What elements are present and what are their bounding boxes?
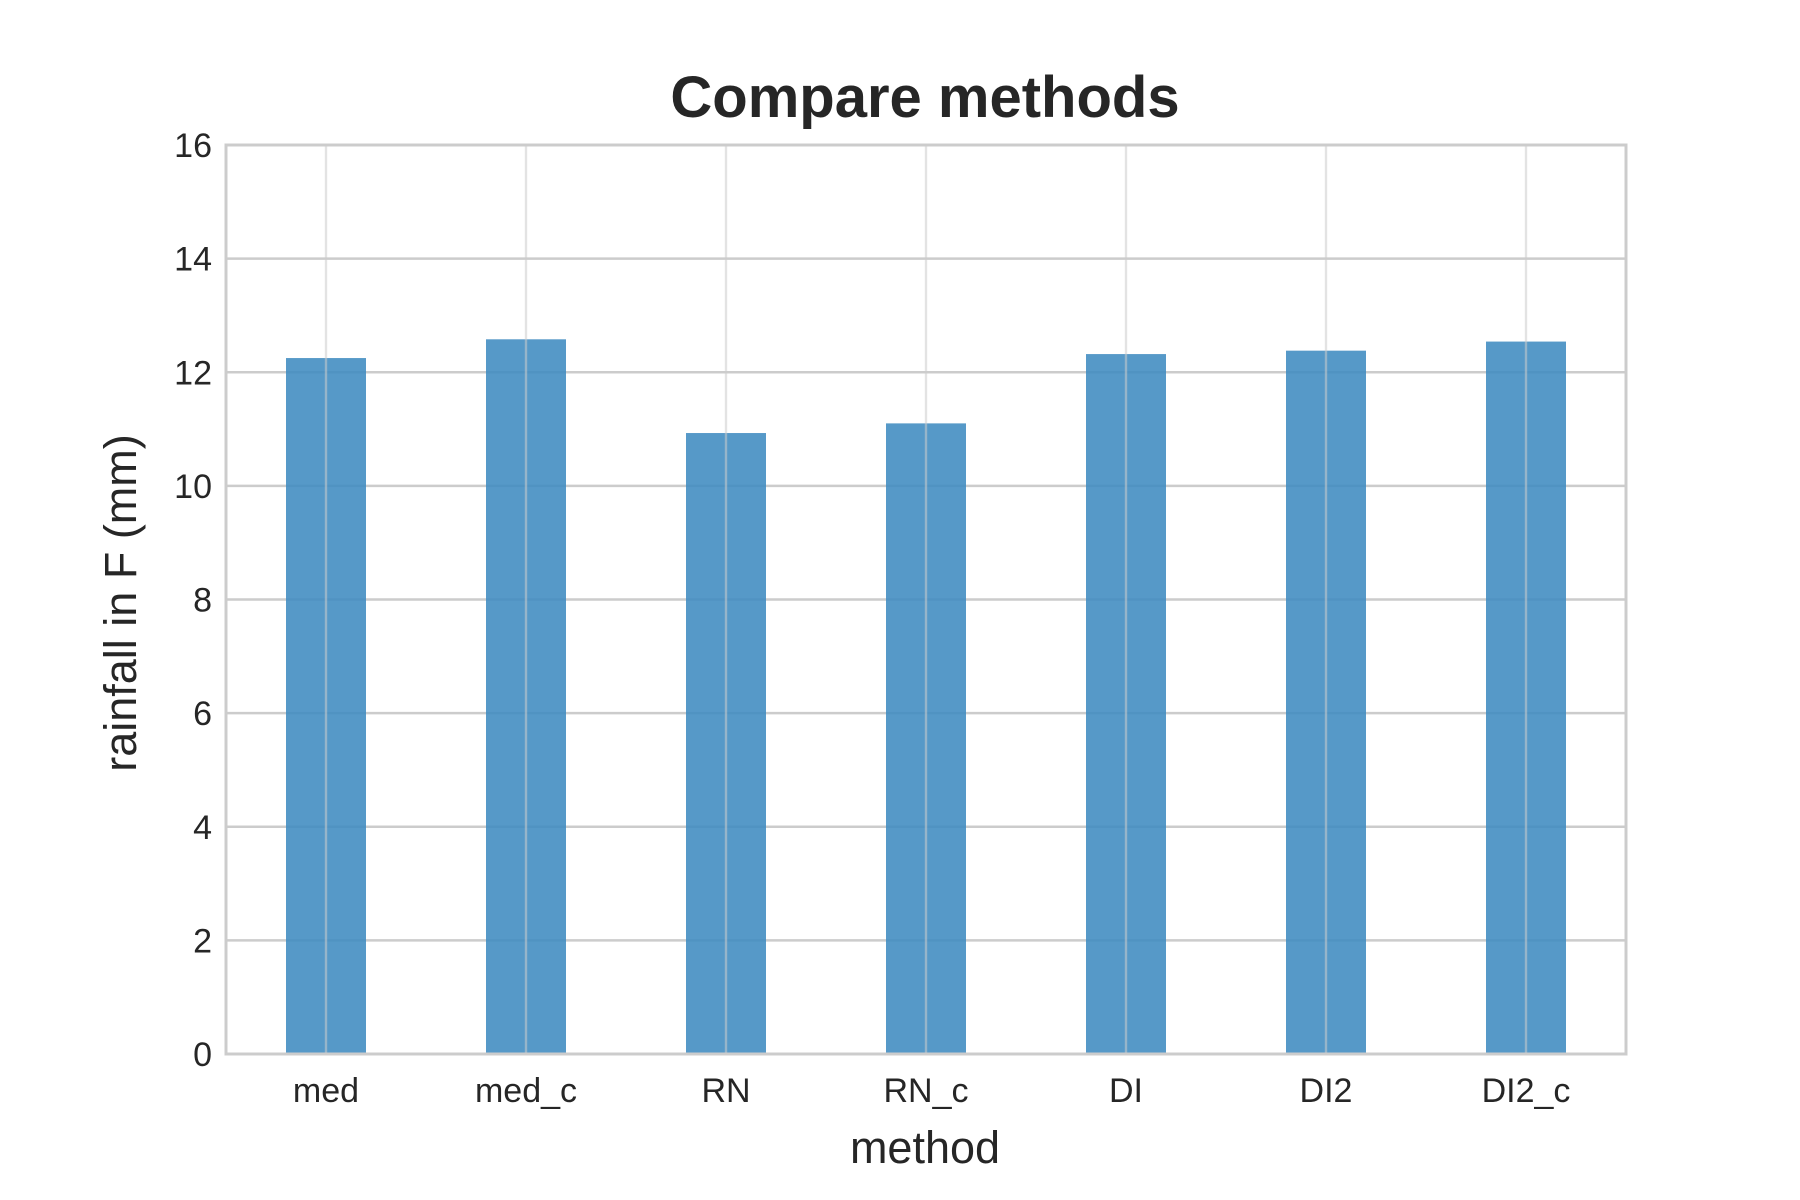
x-tick-label: RN_c: [883, 1072, 968, 1110]
y-tick-label: 0: [193, 1036, 212, 1074]
y-tick-label: 8: [193, 582, 212, 620]
x-axis-label: method: [850, 1122, 1000, 1173]
x-tick-label: DI2_c: [1482, 1072, 1571, 1110]
x-tick-label: DI2: [1300, 1072, 1353, 1110]
x-tick-label: med_c: [475, 1072, 577, 1110]
x-tick-label: med: [293, 1072, 359, 1110]
y-tick-label: 12: [174, 354, 212, 392]
plot-frame: [224, 143, 1628, 1056]
y-tick-label: 4: [193, 809, 212, 847]
y-tick-label: 6: [193, 695, 212, 733]
y-tick-label: 16: [174, 127, 212, 165]
y-tick-label: 14: [174, 241, 212, 279]
x-tick-labels: med med_c RN RN_c DI DI2 DI2_c: [293, 1072, 1570, 1110]
y-tick-label: 2: [193, 922, 212, 960]
y-tick-labels: 0 2 4 6 8 10 12 14 16: [174, 127, 212, 1074]
y-axis-label: rainfall in F (mm): [95, 434, 146, 772]
x-tick-label: DI: [1109, 1072, 1143, 1110]
vertical-grid-lines: [324, 145, 1528, 1054]
chart-title: Compare methods: [670, 65, 1179, 130]
x-tick-label: RN: [701, 1072, 750, 1110]
y-tick-label: 10: [174, 468, 212, 506]
